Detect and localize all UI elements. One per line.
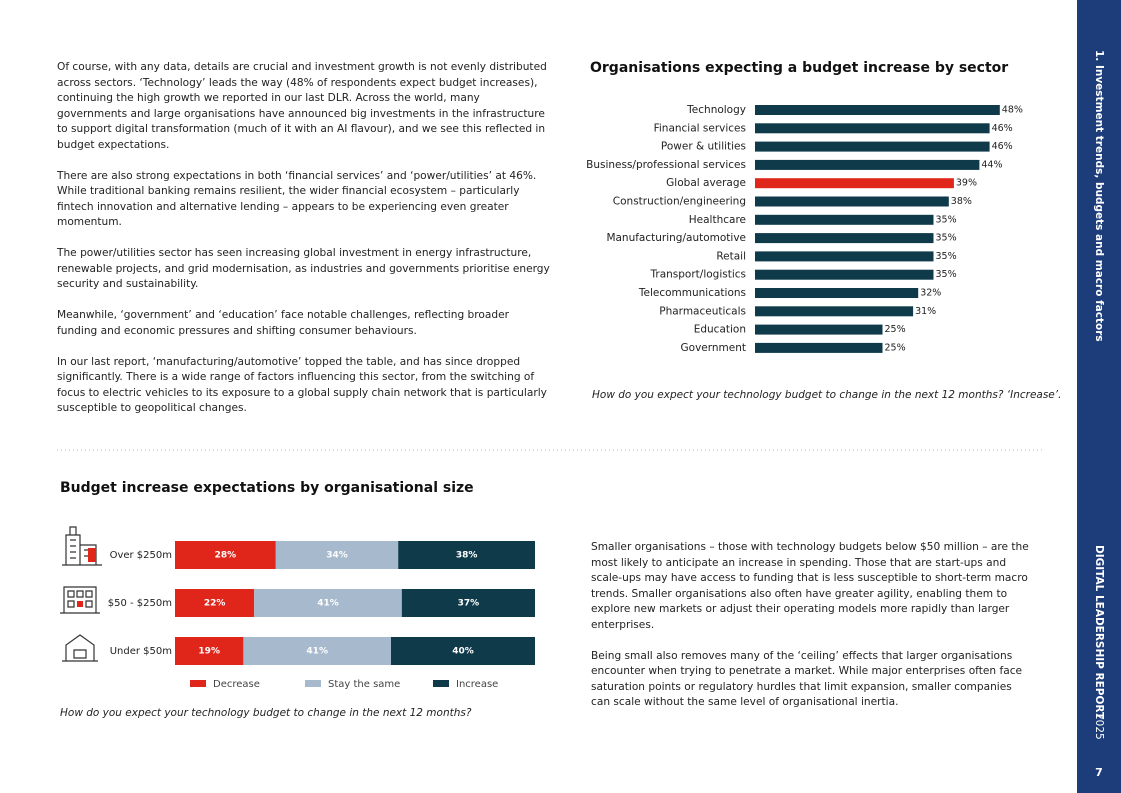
category-label: Government — [681, 342, 746, 354]
bar — [755, 269, 934, 280]
bar-segment — [243, 637, 391, 665]
value-label: 28% — [215, 551, 237, 561]
icon-mid — [60, 586, 100, 614]
paragraph: Being small also removes many of the ‘ce… — [591, 649, 1023, 709]
category-label: Manufacturing/automotive — [606, 232, 746, 244]
value-label: 34% — [326, 551, 348, 561]
category-label: Global average — [666, 177, 746, 189]
report-title: DIGITAL LEADERSHIP REPORT — [1093, 545, 1105, 720]
page-number: 7 — [1095, 766, 1103, 779]
value-label: 35% — [936, 251, 957, 262]
paragraph: Smaller organisations – those with techn… — [591, 541, 1029, 631]
right-text: Smaller organisations – those with techn… — [591, 540, 1031, 726]
value-label: 35% — [936, 269, 957, 280]
legend-label: Stay the same — [328, 679, 400, 690]
bar-segment — [175, 637, 244, 665]
bar — [755, 306, 914, 317]
paragraph: There are also strong expectations in bo… — [57, 169, 537, 229]
category-label: Construction/engineering — [613, 196, 746, 208]
legend-label: Decrease — [213, 679, 260, 690]
value-label: 40% — [452, 647, 474, 657]
bar — [755, 123, 990, 134]
category-label: Education — [694, 324, 746, 336]
bar — [755, 288, 919, 298]
category-label: Transport/logistics — [650, 269, 746, 281]
bar — [755, 214, 934, 225]
bar — [755, 105, 1000, 115]
icon-accent — [88, 548, 96, 562]
value-label: 25% — [885, 342, 906, 353]
value-label: 41% — [317, 599, 339, 609]
legend-swatch — [190, 680, 206, 687]
paragraph: Of course, with any data, details are cr… — [57, 61, 547, 151]
paragraph: Meanwhile, ‘government’ and ‘education’ … — [57, 309, 509, 337]
value-label: 41% — [306, 647, 328, 657]
category-label: Under $50m — [110, 646, 172, 657]
bar-segment — [391, 637, 535, 665]
value-label: 22% — [204, 599, 226, 609]
value-label: 38% — [456, 551, 478, 561]
bar — [755, 178, 954, 189]
value-label: 39% — [956, 178, 977, 189]
value-label: 32% — [920, 288, 941, 299]
sidebar — [1077, 0, 1121, 793]
paragraph: In our last report, ‘manufacturing/autom… — [57, 355, 547, 415]
bar — [755, 196, 949, 207]
value-label: 46% — [992, 123, 1013, 134]
bar-segment — [401, 589, 535, 617]
bar — [755, 141, 990, 152]
category-label: Technology — [686, 104, 746, 116]
bar-segment — [254, 589, 402, 617]
category-label: Over $250m — [110, 550, 172, 561]
value-label: 46% — [992, 141, 1013, 152]
category-label: $50 - $250m — [108, 598, 172, 609]
value-label: 38% — [951, 196, 972, 207]
report-year: 2025 — [1093, 713, 1105, 740]
bar-segment — [275, 541, 399, 569]
legend-swatch — [433, 680, 449, 687]
legend-label: Increase — [456, 679, 498, 690]
chart-caption: How do you expect your technology budget… — [60, 707, 472, 719]
category-label: Telecommunications — [638, 287, 746, 299]
icon-small — [62, 634, 98, 662]
icon-accent — [77, 601, 83, 607]
category-label: Business/professional services — [586, 159, 746, 171]
chart-title: Budget increase expectations by organisa… — [60, 480, 474, 496]
icons — [60, 526, 102, 662]
chart-caption: How do you expect your technology budget… — [592, 389, 1061, 401]
section-title: 1. Investment trends, budgets and macro … — [1093, 50, 1105, 342]
value-label: 37% — [458, 599, 480, 609]
bar — [755, 233, 934, 244]
category-label: Pharmaceuticals — [659, 305, 746, 317]
chart-title: Organisations expecting a budget increas… — [590, 60, 1008, 76]
value-label: 25% — [885, 324, 906, 335]
bar-segment — [398, 541, 535, 569]
bar-segment — [175, 541, 276, 569]
value-label: 35% — [936, 233, 957, 244]
bar-segment — [175, 589, 255, 617]
bar — [755, 324, 883, 335]
value-label: 35% — [936, 214, 957, 225]
category-label: Healthcare — [689, 214, 746, 226]
category-label: Financial services — [654, 122, 746, 134]
paragraph: The power/utilities sector has seen incr… — [57, 247, 550, 290]
value-label: 48% — [1002, 105, 1023, 116]
bar — [755, 251, 934, 262]
bar — [755, 159, 980, 170]
category-label: Retail — [716, 250, 746, 262]
value-label: 31% — [915, 306, 936, 317]
legend-swatch — [305, 680, 321, 687]
bar — [755, 342, 883, 353]
category-label: Power & utilities — [661, 141, 746, 153]
value-label: 44% — [981, 159, 1002, 170]
value-label: 19% — [198, 647, 220, 657]
left-text: Of course, with any data, details are cr… — [57, 60, 552, 432]
